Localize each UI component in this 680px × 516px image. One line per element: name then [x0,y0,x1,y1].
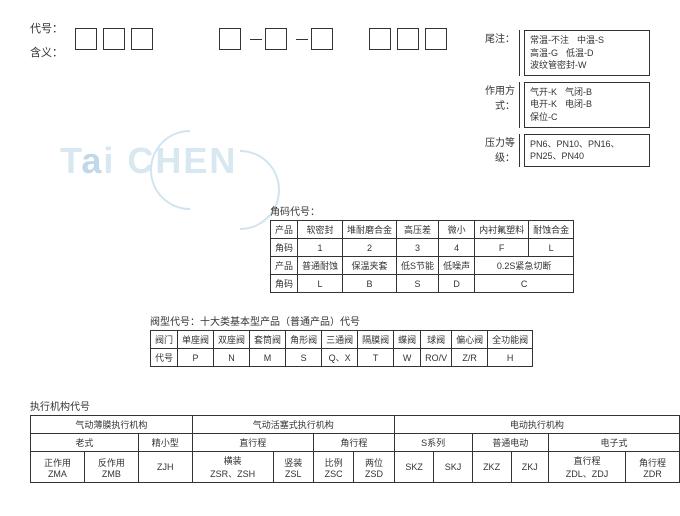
action-box: 气开-K气闭-B 电开-K电闭-B 保位-C [524,82,650,128]
label-code: 代号： [30,20,63,36]
code-box [397,28,419,50]
top-labels: 代号： 含义： [30,20,63,68]
decor-arc [150,130,230,210]
code-box [219,28,241,50]
angle-table: 产品软密封堆耐磨合金高压差微小内衬氟塑料耐蚀合金 角码1234FL 产品普通耐蚀… [270,220,574,293]
label-valve: 阀型代号：十大类基本型产品（普通产品）代号 [150,313,650,328]
code-box [311,28,333,50]
angle-table-section: 角码代号： 产品软密封堆耐磨合金高压差微小内衬氟塑料耐蚀合金 角码1234FL … [270,200,650,293]
label-pressure: 压力等级： [470,134,520,167]
exec-section: 执行机构代号 气动薄膜执行机构气动活塞式执行机构电动执行机构 老式精小型直行程角… [30,395,680,483]
tail-note-box: 常温-不注中温-S 高温-G低温-D 波纹管密封-W [524,30,650,76]
label-exec: 执行机构代号 [30,398,680,413]
dash [250,39,262,40]
code-box [265,28,287,50]
code-boxes-row [75,28,453,50]
label-tail-note: 尾注： [470,30,520,76]
right-panel: 尾注： 常温-不注中温-S 高温-G低温-D 波纹管密封-W 作用方式： 气开-… [470,30,650,173]
label-action: 作用方式： [470,82,520,128]
valve-table: 阀门单座阀双座阀套筒阀角形阀三通阀隔膜阀蝶阀球阀偏心阀全功能阀 代号PNMSQ、… [150,330,533,367]
exec-table: 气动薄膜执行机构气动活塞式执行机构电动执行机构 老式精小型直行程角行程S系列普通… [30,415,680,483]
watermark: Tai CHEN [60,140,237,182]
dash [296,39,308,40]
valve-table-section: 阀型代号：十大类基本型产品（普通产品）代号 阀门单座阀双座阀套筒阀角形阀三通阀隔… [150,310,650,367]
code-box [103,28,125,50]
code-box [425,28,447,50]
code-box [131,28,153,50]
code-box [75,28,97,50]
code-box [369,28,391,50]
decor-arc [200,150,280,230]
label-angle: 角码代号： [270,203,650,218]
pressure-box: PN6、PN10、PN16、PN25、PN40 [524,134,650,167]
label-meaning: 含义： [30,44,63,60]
